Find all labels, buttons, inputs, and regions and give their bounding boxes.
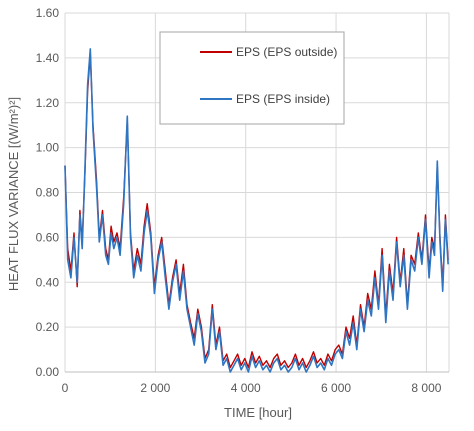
y-tick-label: 1.60: [36, 6, 60, 20]
series-line-eps-inside: [64, 48, 449, 373]
legend: EPS (EPS outside) EPS (EPS inside): [159, 31, 345, 125]
x-tick-label: 2 000: [140, 381, 170, 395]
y-tick-label: 0.40: [36, 275, 60, 289]
x-axis-title: TIME [hour]: [224, 405, 292, 420]
y-tick-label: 0.20: [36, 320, 60, 334]
y-axis-title: HEAT FLUX VARIANCE [(W/m²)²]: [6, 97, 21, 291]
tick-label-layer: 0.00 0.20 0.40 0.60 0.80 1.00 1.20 1.40 1.60 0 2 0…: [36, 6, 442, 395]
x-tick-label: 0: [62, 381, 69, 395]
y-tick-label: 0.60: [36, 230, 60, 244]
y-tick-label: 1.40: [36, 51, 60, 65]
legend-label-eps-inside: EPS (EPS inside): [236, 92, 330, 106]
y-tick-label: 1.00: [36, 141, 60, 155]
y-tick-label: 0.00: [36, 365, 60, 379]
legend-label-eps-outside: EPS (EPS outside): [236, 45, 337, 59]
legend-box: [159, 31, 345, 125]
series-layer: [64, 48, 449, 373]
x-tick-label: 6 000: [321, 381, 351, 395]
x-tick-label: 4 000: [231, 381, 261, 395]
y-tick-label: 1.20: [36, 96, 60, 110]
y-tick-label: 0.80: [36, 186, 60, 200]
x-tick-label: 8 000: [411, 381, 441, 395]
